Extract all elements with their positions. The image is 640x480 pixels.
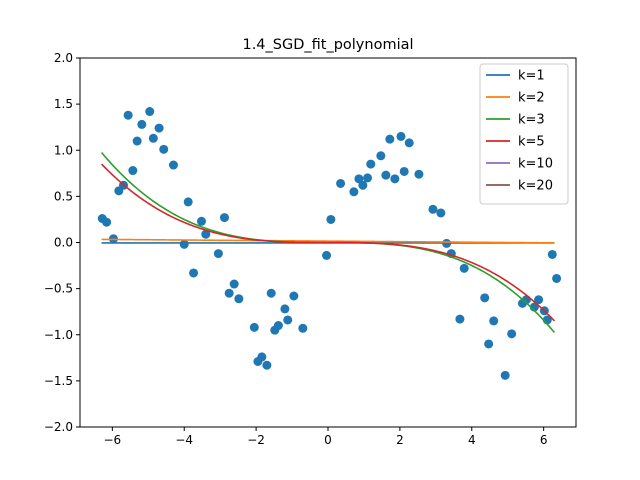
scatter-point [436,208,446,218]
scatter-point [179,239,189,249]
scatter-point [381,170,391,180]
scatter-point [480,293,490,303]
scatter-point [484,339,494,349]
scatter-point [280,304,290,314]
legend-label: k=2 [518,91,545,106]
scatter-point [229,279,239,289]
scatter-point [366,159,376,169]
y-tick-label: −0.5 [44,282,73,296]
scatter-point [283,315,293,325]
scatter-point [183,197,193,207]
y-axis: −2.0 −1.5 −1.0 −0.5 0.0 0.5 1.0 1.5 2.0 [44,51,80,434]
scatter-point [102,217,112,227]
scatter-point [123,110,133,120]
scatter-point [363,173,373,183]
scatter-point [489,316,499,326]
plot-area [97,107,562,380]
scatter-point [298,323,308,333]
scatter-point [224,288,234,298]
scatter-point [399,166,409,176]
y-tick-label: 2.0 [54,51,73,65]
scatter-point [414,169,424,179]
y-tick-label: 0.0 [54,236,73,250]
scatter-point [428,204,438,214]
scatter-point [547,249,557,259]
scatter-point [159,144,169,154]
scatter-point [354,174,364,184]
scatter-point [201,229,211,239]
chart-title: 1.4_SGD_fit_polynomial [242,37,413,53]
y-tick-label: 1.0 [54,143,73,157]
y-tick-label: 0.5 [54,189,73,203]
x-tick-label: 6 [540,433,548,447]
scatter-point [196,216,206,226]
x-axis: −6 −4 −2 0 2 4 6 [103,427,547,447]
scatter-point [500,370,510,380]
x-tick-label: −6 [103,433,121,447]
scatter-point [145,107,155,117]
scatter-point [376,151,386,161]
scatter-point [289,291,299,301]
scatter-point [396,131,406,141]
fit-lines-layer [100,152,556,333]
scatter-point [148,133,158,143]
y-tick-label: −1.0 [44,328,73,342]
scatter-point [249,322,259,332]
scatter-point [507,329,517,339]
fit-line-k5 [100,163,556,322]
scatter-point [266,288,276,298]
scatter-point [349,187,359,197]
scatter-point [322,250,332,260]
scatter-point [534,295,544,305]
scatter-point [257,352,267,362]
fit-line-k2 [101,238,555,244]
x-tick-label: 2 [396,433,404,447]
scatter-point [168,160,178,170]
scatter-point [128,166,138,176]
scatter-point [154,123,164,133]
legend-label: k=5 [518,135,545,150]
legend-label: k=10 [518,157,553,172]
x-tick-label: 4 [468,433,476,447]
scatter-point [385,134,395,144]
scatter-point [219,213,229,223]
y-tick-label: −2.0 [44,420,73,434]
legend-label: k=20 [518,179,553,194]
scatter-point [273,321,283,331]
x-tick-label: −4 [175,433,193,447]
scatter-layer [97,107,562,380]
legend-label: k=3 [518,113,545,128]
scatter-point [213,249,223,259]
scatter-point [358,180,368,190]
scatter-point [459,263,469,273]
y-tick-label: 1.5 [54,97,73,111]
x-tick-label: −2 [247,433,265,447]
scatter-point [234,294,244,304]
y-tick-label: −1.5 [44,374,73,388]
scatter-point [262,360,272,370]
scatter-point [390,174,400,184]
scatter-point [552,273,562,283]
legend: k=1 k=2 k=3 k=5 k=10 k=20 [479,63,569,205]
scatter-point [336,178,346,188]
scatter-point [189,268,199,278]
scatter-point [137,119,147,129]
scatter-point [132,136,142,146]
legend-box [479,63,569,205]
scatter-point [455,314,465,324]
scatter-point [404,138,414,148]
scatter-point [326,214,336,224]
x-tick-label: 0 [324,433,332,447]
legend-label: k=1 [518,69,545,84]
